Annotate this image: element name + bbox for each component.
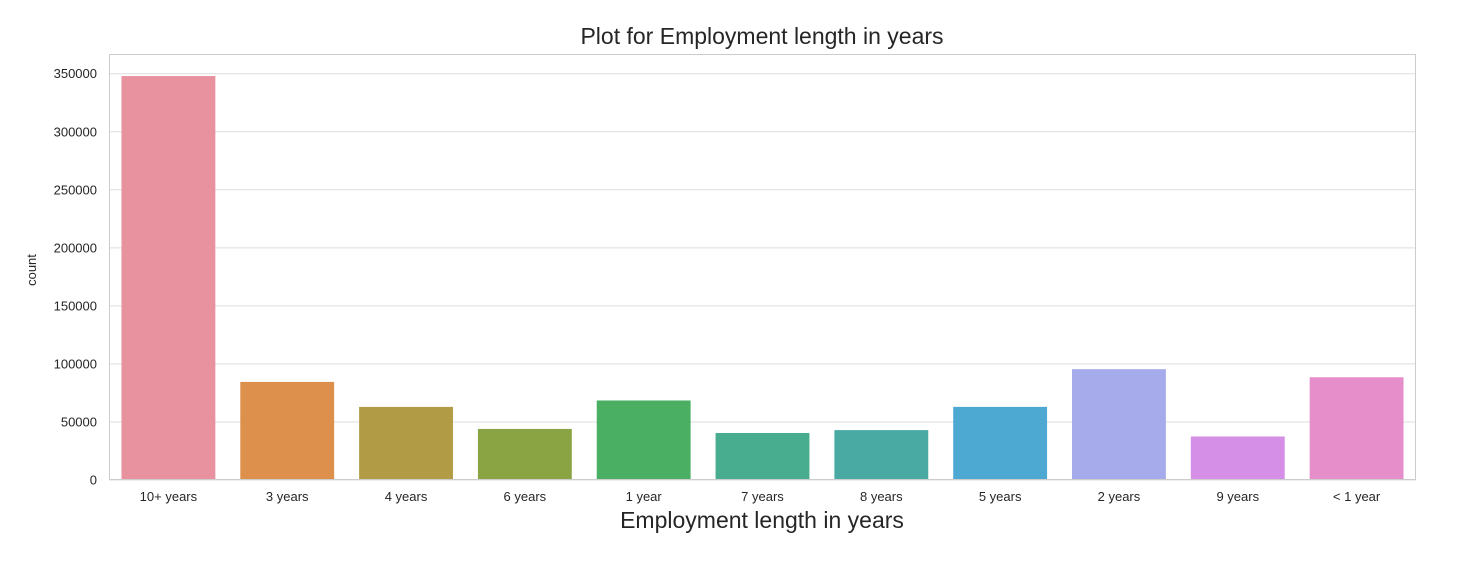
bar <box>1309 377 1404 480</box>
bar <box>1072 369 1166 480</box>
y-tick-label: 300000 <box>54 124 97 139</box>
x-tick-label: 6 years <box>504 489 547 504</box>
y-tick-labels: 0 50000 100000 150000 200000 250000 300000 3500… <box>54 66 97 487</box>
bar <box>596 400 691 480</box>
x-tick-labels: 10+ years 3 years 4 years 6 years 1 year 7 ye… <box>140 489 1381 504</box>
bar <box>715 432 810 480</box>
x-tick-label: < 1 year <box>1333 489 1381 504</box>
x-tick-label: 8 years <box>860 489 903 504</box>
x-tick-label: 2 years <box>1098 489 1141 504</box>
y-tick-label: 150000 <box>54 298 97 313</box>
x-tick-label: 9 years <box>1216 489 1259 504</box>
x-tick-label: 4 years <box>385 489 428 504</box>
x-axis-title: Employment length in years <box>620 507 904 533</box>
y-tick-label: 50000 <box>61 414 97 429</box>
x-tick-label: 3 years <box>266 489 309 504</box>
y-tick-label: 0 <box>90 473 97 488</box>
chart-title: Plot for Employment length in years <box>580 23 943 49</box>
y-tick-label: 350000 <box>54 66 97 81</box>
bar <box>240 381 335 480</box>
y-tick-label: 200000 <box>54 240 97 255</box>
x-tick-label: 10+ years <box>140 489 198 504</box>
y-tick-label: 100000 <box>54 356 97 371</box>
y-tick-label: 250000 <box>54 182 97 197</box>
bar <box>477 428 572 480</box>
bar <box>953 406 1048 480</box>
bar <box>834 430 929 480</box>
bar <box>359 406 453 480</box>
plot-frame <box>109 54 1416 480</box>
x-tick-label: 5 years <box>979 489 1022 504</box>
x-tick-label: 7 years <box>741 489 784 504</box>
bars <box>121 76 1404 480</box>
y-axis-title: count <box>24 254 39 286</box>
x-tick-label: 1 year <box>626 489 663 504</box>
bar <box>121 76 216 480</box>
bar <box>1190 436 1285 480</box>
